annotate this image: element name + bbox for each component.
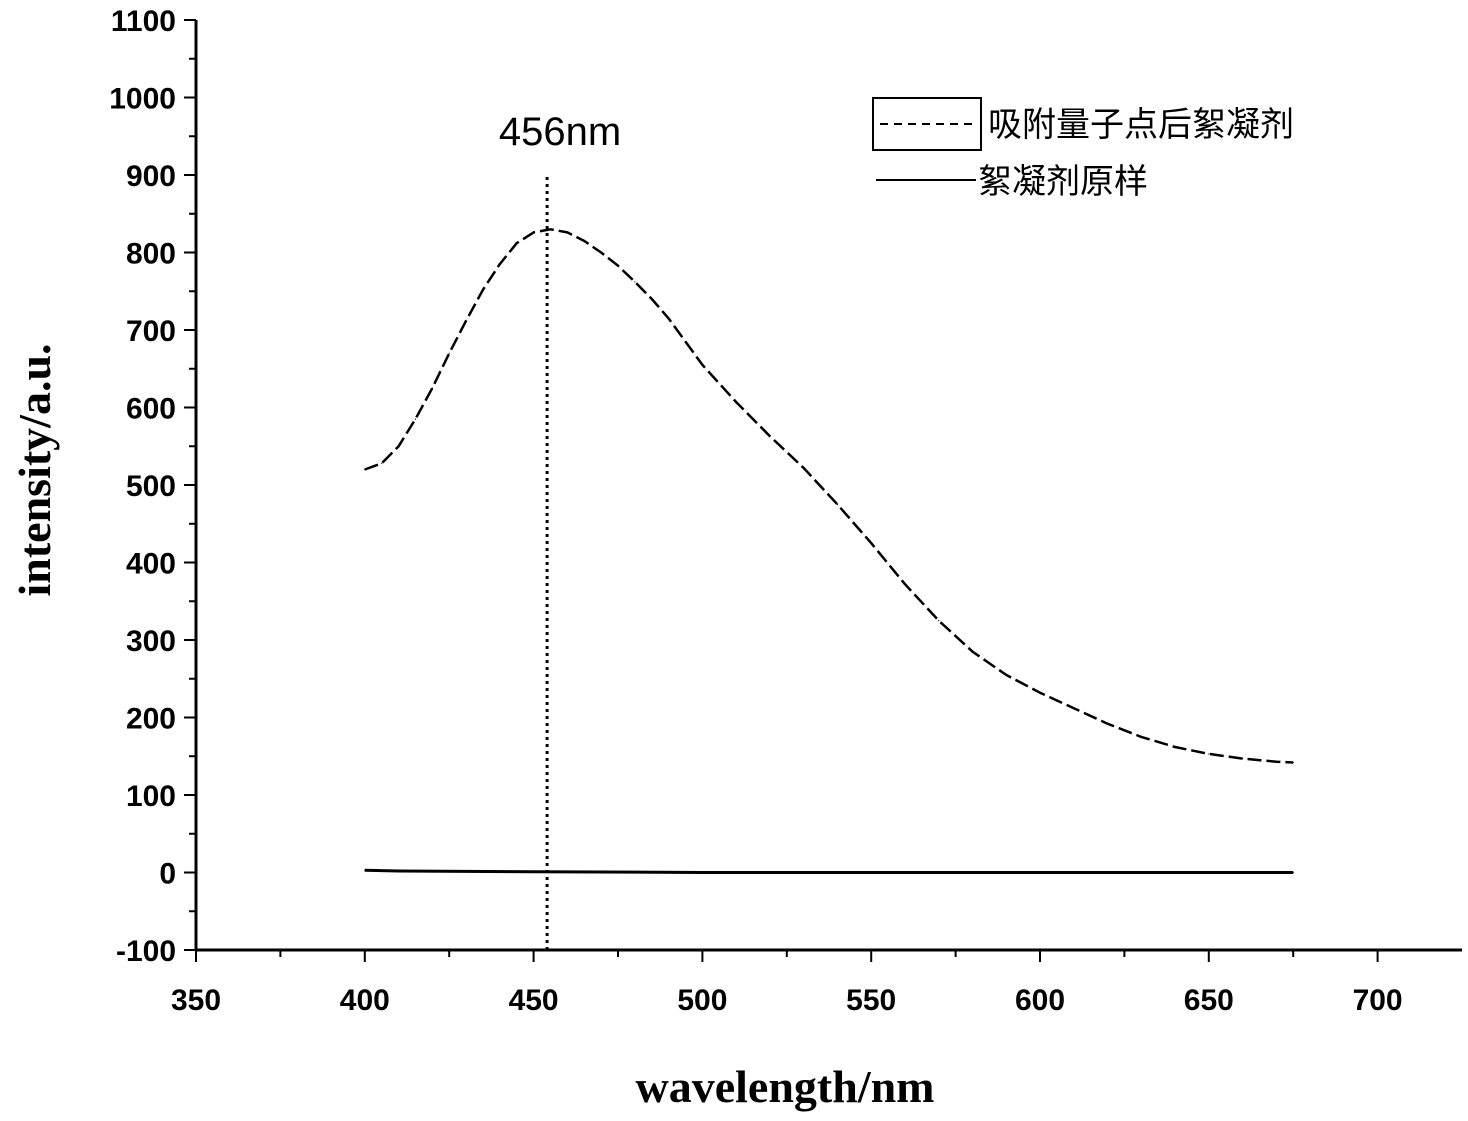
- series-1-point: [381, 462, 383, 464]
- series-1-point: [1208, 753, 1210, 755]
- series-2-point: [364, 869, 366, 871]
- series-1-point: [516, 242, 518, 244]
- series-1-point: [533, 231, 535, 233]
- y-tick-label: 800: [126, 238, 176, 271]
- x-tick-label: 650: [1184, 984, 1234, 1017]
- series-1-point: [1275, 761, 1277, 763]
- series-1-point: [938, 620, 940, 622]
- series-1-point: [684, 341, 687, 343]
- y-tick-label: -100: [116, 935, 176, 968]
- y-tick-label: 700: [126, 315, 176, 348]
- x-tick-label: 550: [846, 984, 896, 1017]
- x-tick-label: 350: [171, 984, 221, 1017]
- y-tick-label: 900: [126, 160, 176, 193]
- x-tick-label: 450: [509, 984, 559, 1017]
- plot-area: [364, 175, 1294, 950]
- series-1-point: [1073, 707, 1075, 709]
- peak-annotation: 456nm: [499, 110, 621, 154]
- series-1-point: [803, 467, 805, 469]
- series-1-point: [583, 240, 585, 242]
- series-1-point: [1140, 736, 1142, 738]
- y-tick-label: 1100: [111, 5, 176, 38]
- series-1-point: [617, 265, 619, 267]
- series-line-2: [364, 868, 1294, 874]
- x-tick-label: 700: [1353, 984, 1403, 1017]
- series-line-1: [364, 228, 1294, 764]
- series-1-point: [482, 289, 484, 291]
- series-1-point: [668, 317, 670, 319]
- y-tick-label: 0: [159, 858, 176, 891]
- axes: [194, 20, 1462, 952]
- series-2-point: [397, 870, 400, 872]
- y-tick-label: 200: [126, 703, 176, 736]
- x-tick-label: 500: [677, 984, 727, 1017]
- series-1-point: [364, 468, 366, 471]
- legend-entry-1-label: 吸附量子点后絮凝剂: [988, 105, 1294, 145]
- y-axis-title: intensity/a.u.: [9, 343, 60, 596]
- series-2-point: [533, 871, 535, 873]
- series-1-point: [566, 231, 568, 233]
- series-1-point: [600, 251, 602, 254]
- y-tick-label: 500: [126, 470, 176, 503]
- series-1-point: [1292, 761, 1294, 764]
- series-2-point: [1208, 871, 1210, 874]
- y-tick-label: 100: [126, 780, 176, 813]
- series-1-point: [448, 352, 450, 354]
- legend-entry-2-label: 絮凝剂原样: [978, 162, 1148, 202]
- ticks: 350 400 450 500 550 600 650 700 -100 0 100 200 300 40…: [109, 5, 1402, 1017]
- series-1-point: [904, 583, 906, 585]
- y-tick-label: 600: [126, 393, 176, 426]
- series-1-point: [431, 387, 433, 389]
- series-1-point: [1039, 692, 1041, 694]
- series-1-point: [651, 298, 653, 300]
- series-2-point: [870, 871, 872, 874]
- series-1-point: [1106, 723, 1109, 725]
- y-tick-label: 400: [126, 548, 176, 581]
- series-1-point: [465, 320, 467, 322]
- series-1-point: [1005, 674, 1007, 676]
- series-2-point: [1039, 871, 1041, 874]
- series-1-point: [735, 401, 737, 403]
- series-1-point: [870, 542, 872, 544]
- series-1-point: [634, 281, 636, 283]
- x-tick-label: 600: [1015, 984, 1065, 1017]
- series-2-point: [1292, 871, 1294, 874]
- series-1-point: [971, 651, 974, 653]
- series-1-point: [836, 503, 839, 505]
- series-1-point: [1241, 757, 1244, 760]
- legend: 吸附量子点后絮凝剂 絮凝剂原样: [872, 97, 1294, 202]
- series-1-point: [769, 435, 771, 437]
- y-tick-label: 1000: [109, 83, 176, 116]
- legend-entry-1-box: [872, 97, 982, 151]
- series-1-point: [397, 445, 400, 447]
- y-tick-label: 300: [126, 625, 176, 658]
- series-1-point: [414, 418, 417, 420]
- series-1-point: [701, 364, 704, 366]
- series-1-point: [1174, 746, 1176, 748]
- series-1-point: [499, 263, 501, 265]
- x-axis-title: wavelength/nm: [636, 1061, 935, 1112]
- series-2-point: [701, 871, 704, 874]
- series-1-point: [549, 228, 552, 230]
- x-tick-label: 400: [340, 984, 390, 1017]
